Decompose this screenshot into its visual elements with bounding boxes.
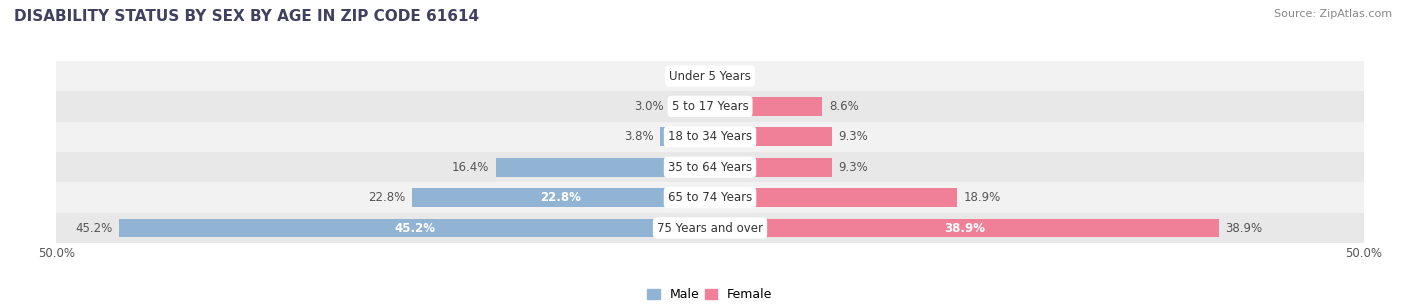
Text: 22.8%: 22.8% [368,191,405,204]
Text: 35 to 64 Years: 35 to 64 Years [668,161,752,174]
Text: 16.4%: 16.4% [451,161,489,174]
Legend: Male, Female: Male, Female [643,283,778,304]
Text: Source: ZipAtlas.com: Source: ZipAtlas.com [1274,9,1392,19]
Bar [56,122,1364,152]
Text: 45.2%: 45.2% [394,222,434,234]
Bar [710,188,957,207]
Text: 45.2%: 45.2% [75,222,112,234]
Bar [120,219,710,237]
Text: 18 to 34 Years: 18 to 34 Years [668,130,752,143]
Text: 9.3%: 9.3% [838,130,868,143]
Text: 3.8%: 3.8% [624,130,654,143]
Bar [56,213,1364,243]
Bar [412,188,710,207]
Text: 3.0%: 3.0% [634,100,664,113]
Bar [710,158,831,177]
Bar [671,97,710,116]
Text: 0.0%: 0.0% [723,70,752,82]
Text: 22.8%: 22.8% [540,191,582,204]
Text: 65 to 74 Years: 65 to 74 Years [668,191,752,204]
Bar [710,97,823,116]
Bar [56,182,1364,213]
Text: 0.0%: 0.0% [668,70,697,82]
Text: 38.9%: 38.9% [943,222,984,234]
Text: 8.6%: 8.6% [830,100,859,113]
Text: 5 to 17 Years: 5 to 17 Years [672,100,748,113]
Bar [495,158,710,177]
Text: Under 5 Years: Under 5 Years [669,70,751,82]
Text: 9.3%: 9.3% [838,161,868,174]
Text: 75 Years and over: 75 Years and over [657,222,763,234]
Bar [710,127,831,146]
Bar [710,219,1219,237]
Text: 38.9%: 38.9% [1225,222,1263,234]
Text: 18.9%: 18.9% [963,191,1001,204]
Text: DISABILITY STATUS BY SEX BY AGE IN ZIP CODE 61614: DISABILITY STATUS BY SEX BY AGE IN ZIP C… [14,9,479,24]
Bar [56,61,1364,91]
Bar [56,152,1364,182]
Bar [56,91,1364,122]
Bar [661,127,710,146]
